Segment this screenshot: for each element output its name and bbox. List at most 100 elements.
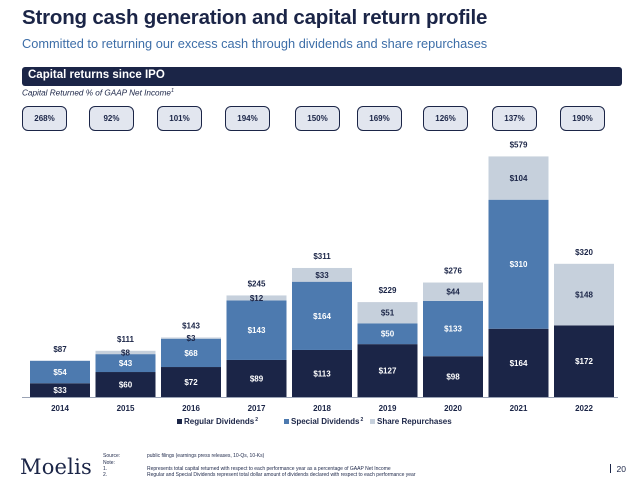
legend-label-special: Special Dividends bbox=[291, 417, 360, 426]
bar-regular-2015 bbox=[95, 372, 156, 397]
total-label-2017: $245 bbox=[248, 279, 266, 288]
bar-regular-2016 bbox=[161, 367, 221, 397]
pct-pill-2016: 101% bbox=[157, 106, 202, 131]
x-tick-label-2019: 2019 bbox=[379, 404, 397, 413]
legend-item-repurchases: Share Repurchases bbox=[370, 417, 452, 426]
segment-label-regular-2020: $98 bbox=[446, 373, 460, 382]
bar-regular-2020 bbox=[423, 356, 483, 397]
moelis-logo: Moelis bbox=[20, 455, 92, 479]
page-number-value: 20 bbox=[616, 464, 626, 474]
pct-caption-footnote: 1 bbox=[170, 88, 175, 94]
segment-label-repurchases-2018: $33 bbox=[315, 271, 329, 280]
segment-label-repurchases-2021: $104 bbox=[510, 174, 528, 183]
segment-label-repurchases-2015: $8 bbox=[121, 348, 130, 357]
total-label-2022: $320 bbox=[575, 248, 593, 257]
bar-special-2021 bbox=[488, 199, 549, 329]
legend-footnote-special: 2 bbox=[360, 417, 364, 423]
x-tick-label-2020: 2020 bbox=[444, 404, 462, 413]
segment-label-regular-2016: $72 bbox=[184, 378, 198, 387]
bar-special-2018 bbox=[292, 281, 352, 350]
bar-regular-2021 bbox=[488, 328, 549, 397]
bar-repurchases-2019 bbox=[357, 302, 418, 324]
source-label: Source: bbox=[103, 453, 121, 459]
bar-special-2015 bbox=[95, 354, 156, 373]
bar-regular-2017 bbox=[226, 359, 287, 397]
legend-swatch-regular bbox=[177, 419, 182, 424]
pct-pill-2017: 194% bbox=[225, 106, 270, 131]
segment-label-special-2019: $50 bbox=[381, 330, 395, 339]
legend-item-regular: Regular Dividends 2 bbox=[177, 417, 258, 426]
total-label-2014: $87 bbox=[53, 345, 67, 354]
segment-label-regular-2014: $33 bbox=[53, 386, 67, 395]
bar-repurchases-2021 bbox=[488, 156, 549, 200]
footnote-2-text: Regular and Special Dividends represent … bbox=[147, 472, 416, 478]
x-tick-label-2017: 2017 bbox=[248, 404, 266, 413]
total-label-2016: $143 bbox=[182, 321, 200, 330]
bar-regular-2019 bbox=[357, 344, 418, 397]
bar-regular-2018 bbox=[292, 349, 352, 397]
bar-regular-2022 bbox=[554, 325, 614, 397]
page-title: Strong cash generation and capital retur… bbox=[22, 6, 488, 29]
chart-legend: Regular Dividends 2 Special Dividends 2 Sh… bbox=[0, 417, 640, 431]
pct-pill-2020: 126% bbox=[423, 106, 468, 131]
section-banner: Capital returns since IPO bbox=[22, 67, 622, 86]
bar-repurchases-2022 bbox=[554, 263, 614, 326]
total-label-2018: $311 bbox=[313, 252, 331, 261]
legend-swatch-repurchases bbox=[370, 419, 375, 424]
bar-special-2017 bbox=[226, 300, 287, 360]
bar-regular-2014 bbox=[30, 383, 90, 397]
segment-label-regular-2019: $127 bbox=[379, 367, 397, 376]
page-subtitle: Committed to returning our excess cash t… bbox=[22, 36, 488, 51]
segment-label-regular-2015: $60 bbox=[119, 381, 133, 390]
bar-repurchases-2017 bbox=[226, 295, 287, 301]
segment-label-special-2021: $310 bbox=[510, 260, 528, 269]
total-label-2020: $276 bbox=[444, 267, 462, 276]
bar-special-2019 bbox=[357, 323, 418, 345]
segment-label-regular-2017: $89 bbox=[250, 374, 264, 383]
pct-pill-2014: 268% bbox=[22, 106, 67, 131]
x-tick-label-2014: 2014 bbox=[51, 404, 69, 413]
pct-caption-text: Capital Returned % of GAAP Net Income bbox=[22, 88, 171, 98]
total-label-2019: $229 bbox=[379, 286, 397, 295]
x-tick-label-2016: 2016 bbox=[182, 404, 200, 413]
total-label-2015: $111 bbox=[117, 335, 134, 344]
segment-label-regular-2018: $113 bbox=[313, 369, 331, 378]
bar-repurchases-2016 bbox=[161, 337, 221, 339]
x-tick-label-2018: 2018 bbox=[313, 404, 331, 413]
page-number: 20 bbox=[609, 464, 626, 474]
segment-label-repurchases-2016: $3 bbox=[187, 334, 196, 343]
legend-label-regular: Regular Dividends bbox=[184, 417, 255, 426]
segment-label-special-2020: $133 bbox=[444, 325, 462, 334]
legend-label-repurchases: Share Repurchases bbox=[377, 417, 452, 426]
segment-label-special-2016: $68 bbox=[184, 349, 198, 358]
footnote-1-number: 1. bbox=[103, 466, 108, 472]
note-label: Note: bbox=[103, 460, 115, 466]
x-tick-label-2022: 2022 bbox=[575, 404, 593, 413]
legend-item-special: Special Dividends 2 bbox=[284, 417, 363, 426]
segment-label-repurchases-2022: $148 bbox=[575, 291, 593, 300]
footnote-2-number: 2. bbox=[103, 472, 108, 478]
pct-pill-2021: 137% bbox=[492, 106, 537, 131]
page-number-divider bbox=[609, 464, 611, 473]
legend-footnote-regular: 2 bbox=[255, 417, 259, 423]
bar-special-2016 bbox=[161, 338, 221, 368]
section-banner-label: Capital returns since IPO bbox=[28, 69, 165, 81]
segment-label-repurchases-2019: $51 bbox=[381, 309, 395, 318]
bar-repurchases-2020 bbox=[423, 282, 483, 301]
segment-label-special-2017: $143 bbox=[248, 326, 266, 335]
footnote-1-text: Represents total capital returned with r… bbox=[147, 466, 391, 472]
bar-special-2020 bbox=[423, 300, 483, 357]
segment-label-special-2014: $54 bbox=[53, 368, 67, 377]
bar-repurchases-2018 bbox=[292, 267, 352, 282]
bar-special-2014 bbox=[30, 360, 90, 384]
capital-returns-chart: $33 $54 $87 2014 $60 $43 $8 $111 2015 $72 $68 $3 $14… bbox=[22, 140, 618, 413]
total-label-2021: $579 bbox=[510, 140, 528, 149]
x-tick-label-2021: 2021 bbox=[510, 404, 528, 413]
pct-pill-2022: 190% bbox=[560, 106, 605, 131]
segment-label-special-2018: $164 bbox=[313, 312, 331, 321]
x-tick-label-2015: 2015 bbox=[117, 404, 135, 413]
legend-swatch-special bbox=[284, 419, 289, 424]
segment-label-special-2015: $43 bbox=[119, 359, 133, 368]
pct-caption: Capital Returned % of GAAP Net Income1 bbox=[22, 88, 174, 98]
segment-label-repurchases-2017: $12 bbox=[250, 294, 264, 303]
